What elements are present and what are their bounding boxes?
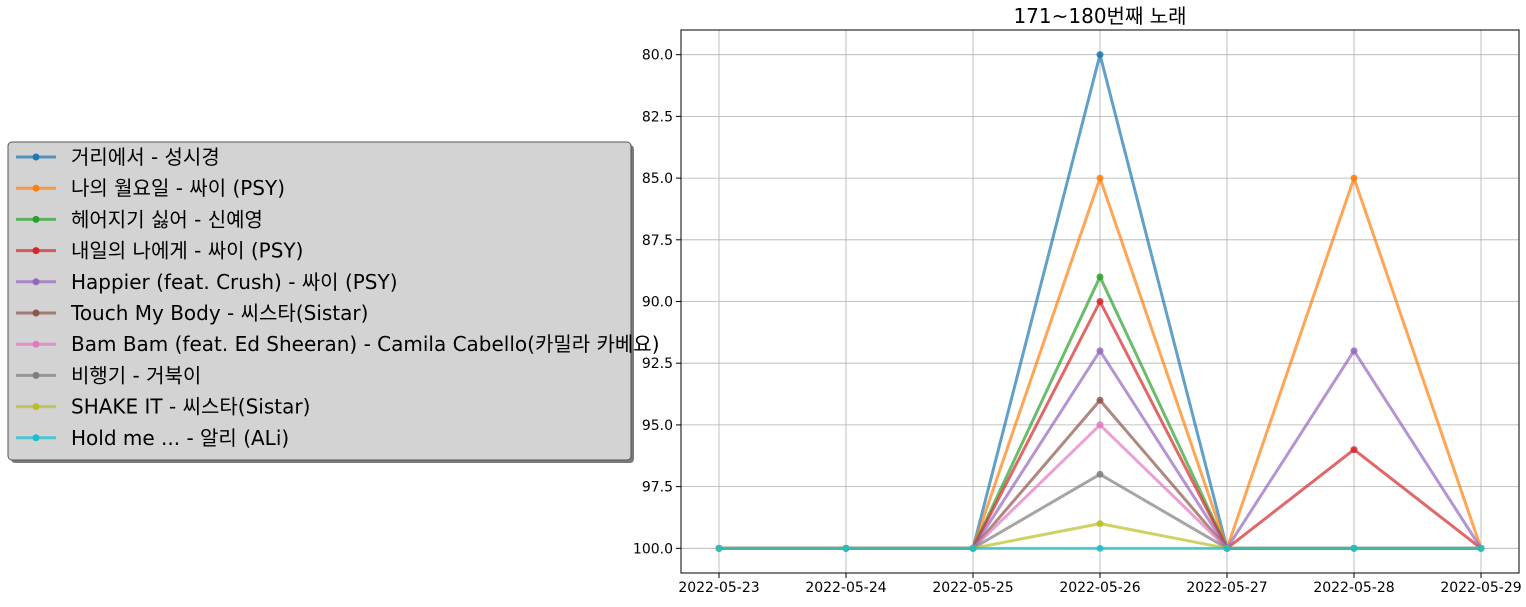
- plot-area: 2022-05-23 2022-05-24 2022-05-25 2022-05-26…: [633, 29, 1522, 596]
- x-tick-label: 2022-05-26: [1059, 580, 1140, 596]
- y-tick-label: 82.5: [642, 109, 673, 125]
- data-point: [1350, 446, 1358, 454]
- x-tick-label: 2022-05-25: [932, 580, 1013, 596]
- data-point: [842, 544, 850, 552]
- legend-swatch-marker: [32, 153, 40, 161]
- data-point: [1223, 544, 1231, 552]
- legend-swatch-marker: [32, 184, 40, 192]
- x-tick-label: 2022-05-28: [1313, 580, 1394, 596]
- legend-swatch-marker: [32, 340, 40, 348]
- legend-label: 나의 월요일 - 싸이 (PSY): [71, 176, 285, 200]
- data-point: [1350, 544, 1358, 552]
- legend-swatch-marker: [32, 434, 40, 442]
- y-tick-label: 87.5: [642, 233, 673, 249]
- data-point: [1096, 396, 1104, 404]
- chart-title: 171~180번째 노래: [1013, 4, 1186, 28]
- data-point: [969, 544, 977, 552]
- data-point: [1096, 273, 1104, 281]
- data-point: [1096, 51, 1104, 59]
- legend-label: 거리에서 - 성시경: [71, 145, 220, 169]
- y-tick-label: 90.0: [642, 295, 673, 311]
- data-point: [1096, 544, 1104, 552]
- legend-swatch-marker: [32, 278, 40, 286]
- x-tick-label: 2022-05-24: [805, 580, 886, 596]
- y-tick-label: 100.0: [633, 541, 673, 557]
- data-point: [1350, 347, 1358, 355]
- x-tick-label: 2022-05-23: [678, 580, 759, 596]
- y-tick-label: 85.0: [642, 171, 673, 187]
- legend-swatch-marker: [32, 371, 40, 379]
- y-tick-label: 92.5: [642, 356, 673, 372]
- y-tick-label: 95.0: [642, 418, 673, 434]
- y-tick-label: 80.0: [642, 48, 673, 64]
- legend-label: 헤어지기 싫어 - 신예영: [71, 207, 263, 231]
- data-point: [1096, 174, 1104, 182]
- legend-swatch-marker: [32, 247, 40, 255]
- data-point: [1096, 520, 1104, 528]
- series-group: [715, 544, 1485, 552]
- legend-label: Touch My Body - 씨스타(Sistar): [70, 301, 368, 325]
- x-tick-label: 2022-05-27: [1186, 580, 1267, 596]
- legend-label: Bam Bam (feat. Ed Sheeran) - Camila Cabe…: [71, 332, 660, 356]
- y-tick-label: 97.5: [642, 480, 673, 496]
- legend-label: 내일의 나에게 - 싸이 (PSY): [71, 239, 303, 263]
- legend-label: 비행기 - 거북이: [71, 363, 201, 387]
- data-point: [1350, 174, 1358, 182]
- legend-label: SHAKE IT - 씨스타(Sistar): [71, 395, 310, 419]
- data-point: [1096, 421, 1104, 429]
- legend-label: Hold me ... - 알리 (ALi): [71, 426, 289, 450]
- data-point: [1477, 544, 1485, 552]
- legend-swatch-marker: [32, 403, 40, 411]
- data-point: [1096, 470, 1104, 478]
- legend-label: Happier (feat. Crush) - 싸이 (PSY): [71, 270, 398, 294]
- x-tick-label: 2022-05-29: [1440, 580, 1521, 596]
- legend-box: [7, 141, 632, 461]
- data-point: [715, 544, 723, 552]
- data-point: [1096, 347, 1104, 355]
- legend-swatch-marker: [32, 215, 40, 223]
- legend-swatch-marker: [32, 309, 40, 317]
- data-point: [1096, 298, 1104, 305]
